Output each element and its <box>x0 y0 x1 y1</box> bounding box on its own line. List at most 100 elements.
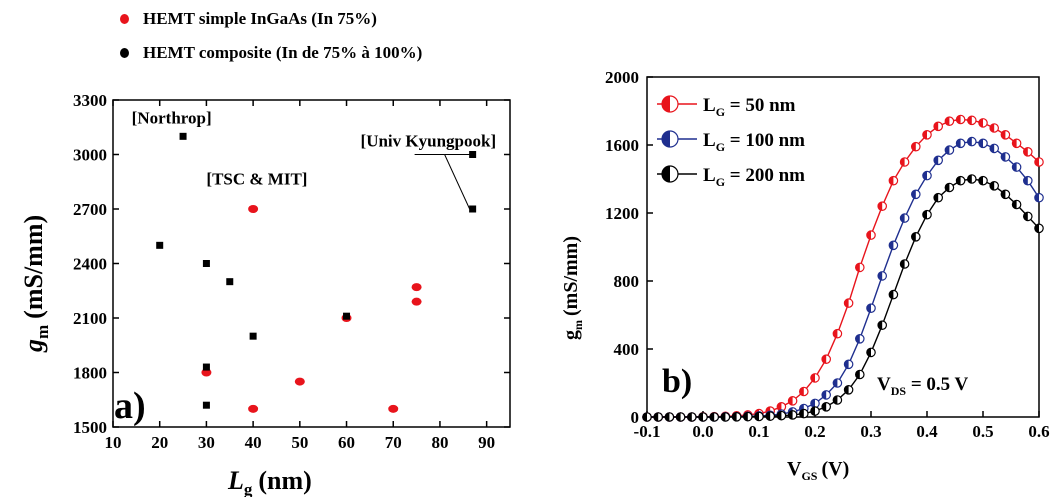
series-marker-fill <box>878 321 883 330</box>
series-marker-fill <box>844 385 849 394</box>
x-axis-label-a: Lg (nm) <box>227 466 312 497</box>
series-marker-fill <box>822 355 827 364</box>
y-tick-label: 800 <box>614 272 640 291</box>
series-marker-fill <box>934 193 939 202</box>
annotation-label: [TSC & MIT] <box>206 169 307 188</box>
series-marker-fill <box>1023 147 1028 156</box>
chart-a: 10 20 30 40 50 60 70 80 90 1500 1800 2100 2400 2700 30… <box>19 91 511 497</box>
y-tick-label: 2700 <box>73 200 107 219</box>
series-marker-fill <box>1001 130 1006 139</box>
a-annotations: [Northrop] [TSC & MIT] [Univ Kyungpook] <box>132 109 496 189</box>
data-point-square <box>343 312 351 320</box>
b-series-lines <box>642 114 1044 422</box>
data-point-ellipse <box>248 205 259 213</box>
series-marker-fill <box>878 271 883 281</box>
series-marker-fill <box>956 139 961 148</box>
series-marker-fill <box>788 396 793 406</box>
legend-label-composite: HEMT composite (In de 75% à 100%) <box>143 43 423 62</box>
x-tick-label: 0.3 <box>860 422 881 441</box>
series-marker-fill <box>934 156 939 165</box>
series-marker-fill <box>698 412 703 422</box>
b-tick-labels: -0.1 0.0 0.1 0.2 0.3 0.4 0.5 0.6 0 400 800 1200 1600… <box>605 68 1050 441</box>
series-marker-fill <box>662 96 670 112</box>
series-line <box>647 178 1040 418</box>
y-tick-label: 400 <box>614 340 640 359</box>
series-marker-fill <box>1034 157 1039 167</box>
a-data-points <box>156 132 477 413</box>
series-marker-fill <box>1012 200 1017 209</box>
x-tick-label: 40 <box>245 433 262 452</box>
series-marker-fill <box>810 399 815 408</box>
x-tick-label: -0.1 <box>634 422 661 441</box>
series-marker-fill <box>822 390 827 400</box>
data-point-square <box>469 151 477 158</box>
data-point-ellipse <box>294 377 305 386</box>
y-tick-label: 3300 <box>73 91 107 110</box>
a-tick-labels: 10 20 30 40 50 60 70 80 90 1500 1800 2100 2400 2700 30… <box>73 91 495 452</box>
x-tick-label: 10 <box>105 433 122 452</box>
x-tick-label: 20 <box>151 433 168 452</box>
x-axis-label-b: VGS (V) <box>787 458 849 483</box>
x-tick-label: 0.6 <box>1028 422 1049 441</box>
vds-annotation: VDS = 0.5 V <box>877 374 969 398</box>
panel-label-b: b) <box>662 363 692 400</box>
x-tick-label: 0.0 <box>692 422 713 441</box>
data-point-ellipse <box>388 404 399 413</box>
series-marker-fill <box>662 166 670 182</box>
data-point-square <box>202 260 210 267</box>
series-marker-fill <box>922 130 927 139</box>
series-marker-fill <box>956 115 961 124</box>
series-marker-fill <box>642 412 647 422</box>
data-point-ellipse <box>411 297 422 306</box>
series-marker-fill <box>833 329 838 338</box>
x-tick-label: 80 <box>431 433 448 452</box>
series-marker-fill <box>833 378 838 388</box>
series-marker-fill <box>1034 193 1039 202</box>
y-tick-label: 0 <box>631 408 640 427</box>
x-tick-label: 0.1 <box>748 422 769 441</box>
b-legend: LG = 50 nm LG = 100 nm LG = 200 nm <box>657 95 805 189</box>
series-marker-fill <box>844 360 849 369</box>
legend-label: LG = 200 nm <box>703 165 805 189</box>
series-marker-fill <box>911 232 916 241</box>
x-tick-label: 0.5 <box>972 422 993 441</box>
a-callout-lines <box>414 154 471 210</box>
series-marker-fill <box>866 230 871 240</box>
series-marker-fill <box>766 411 771 421</box>
black-dot-icon <box>120 48 129 58</box>
data-point-ellipse <box>248 404 259 413</box>
series-marker-fill <box>956 176 961 185</box>
series-marker-fill <box>1012 139 1017 148</box>
series-marker-fill <box>934 122 939 131</box>
series-marker-fill <box>799 409 804 418</box>
series-marker-fill <box>1001 190 1006 199</box>
legend-label: LG = 50 nm <box>703 95 796 119</box>
y-tick-label: 3000 <box>73 146 107 165</box>
legend-item-composite: HEMT composite (In de 75% à 100%) <box>120 40 422 66</box>
series-marker-fill <box>822 402 827 411</box>
series-marker-fill <box>1023 176 1028 185</box>
data-point-square <box>226 278 234 286</box>
series-marker-fill <box>833 395 838 405</box>
series-marker-fill <box>866 304 871 313</box>
series-marker-fill <box>900 213 905 223</box>
x-tick-label: 60 <box>338 433 355 452</box>
series-marker-fill <box>900 259 905 269</box>
data-point-square <box>179 132 187 140</box>
y-tick-label: 1600 <box>605 136 639 155</box>
x-tick-label: 90 <box>478 433 495 452</box>
data-point-square <box>249 332 257 340</box>
series-marker-fill <box>855 370 860 379</box>
series-marker-fill <box>990 144 995 153</box>
series-marker-fill <box>967 137 972 146</box>
series-marker-fill <box>1034 224 1039 233</box>
series-marker-fill <box>945 145 950 155</box>
data-point-square <box>202 401 210 409</box>
legend-item-simple: HEMT simple InGaAs (In 75%) <box>120 6 377 32</box>
series-marker-fill <box>777 402 782 411</box>
series-marker-fill <box>945 117 950 126</box>
callout-line <box>444 154 471 210</box>
series-marker-fill <box>665 412 670 422</box>
series-marker-fill <box>866 348 871 357</box>
series-marker-fill <box>978 118 983 128</box>
